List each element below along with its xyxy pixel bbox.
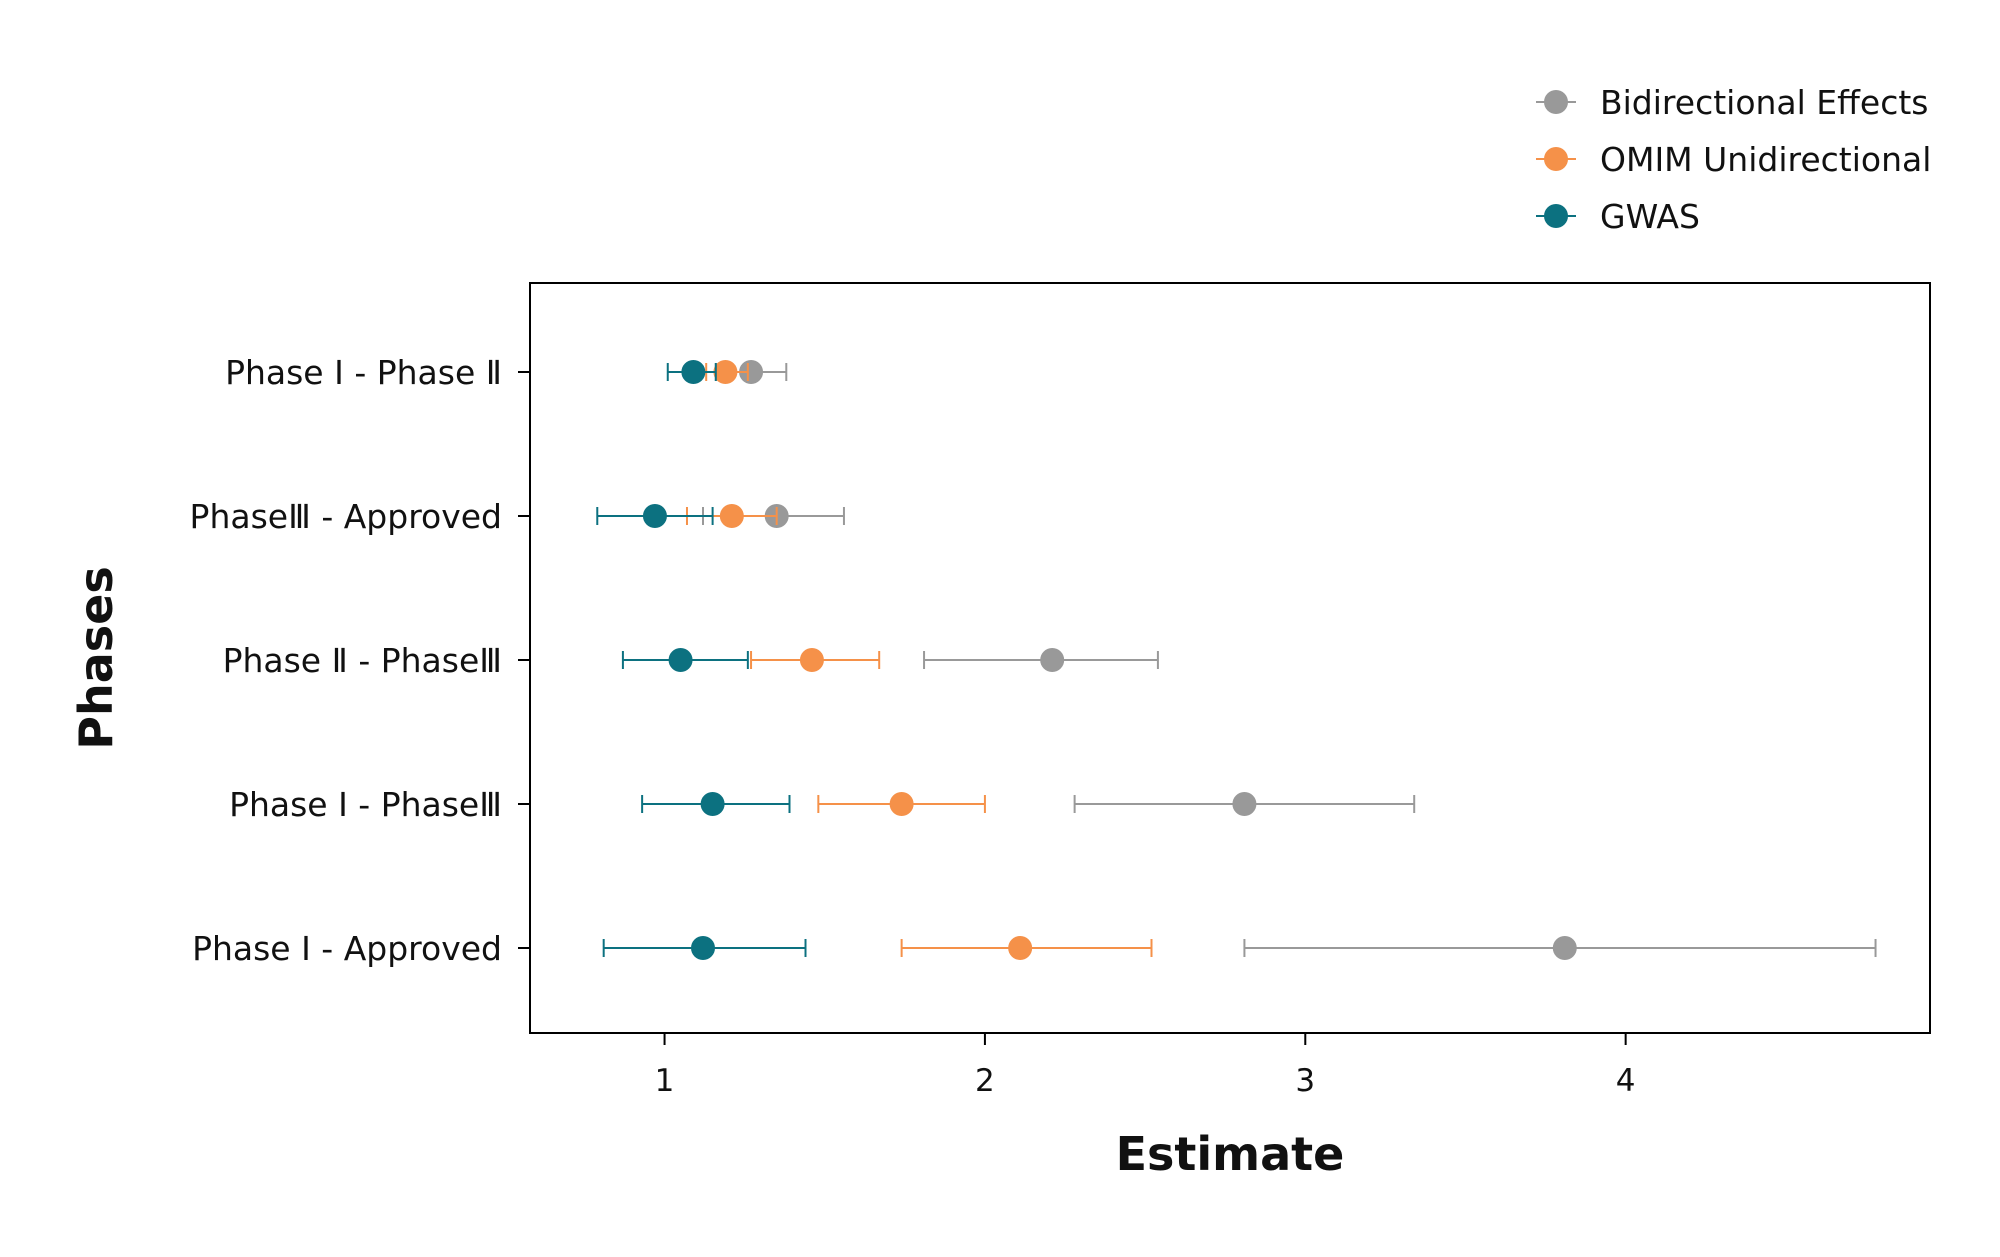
x-tick-label: 2 <box>975 1063 995 1099</box>
legend: Bidirectional Effects OMIM Unidirectional… <box>1536 83 1931 236</box>
y-tick-label: PhaseⅢ - Approved <box>190 497 502 536</box>
y-tick-label: Phase Ⅰ - Approved <box>192 929 502 968</box>
x-axis: 1 2 3 4 <box>655 1033 1636 1099</box>
data-marks <box>596 360 1877 960</box>
estimate-point <box>889 792 914 816</box>
y-tick-label: Phase Ⅰ - Phase Ⅱ <box>225 353 502 392</box>
estimate-point <box>700 792 725 816</box>
x-axis-title: Estimate <box>1116 1127 1345 1181</box>
x-tick-label: 1 <box>655 1063 675 1099</box>
estimate-point <box>1008 936 1033 960</box>
estimate-point <box>739 360 764 384</box>
estimate-point <box>1232 792 1257 816</box>
estimate-point <box>668 648 693 672</box>
legend-label: OMIM Unidirectional <box>1600 140 1931 179</box>
legend-swatch-marker <box>1544 90 1568 114</box>
estimate-point <box>681 360 706 384</box>
y-axis-title: Phases <box>69 566 123 749</box>
estimate-point <box>1040 648 1065 672</box>
estimate-point <box>713 360 738 384</box>
estimate-point <box>642 504 667 528</box>
x-tick-label: 4 <box>1616 1063 1636 1099</box>
estimate-point <box>719 504 744 528</box>
legend-swatch-marker <box>1544 147 1568 171</box>
legend-label: GWAS <box>1600 197 1700 236</box>
plot-frame <box>529 282 1931 1034</box>
series-group <box>685 360 1153 960</box>
estimate-point <box>799 648 824 672</box>
y-axis: Phase Ⅰ - Phase Ⅱ PhaseⅢ - Approved Phase … <box>190 353 530 968</box>
estimate-point <box>1552 936 1577 960</box>
x-tick-label: 3 <box>1295 1063 1315 1099</box>
y-tick-label: Phase Ⅰ - PhaseⅢ <box>229 785 502 824</box>
legend-label: Bidirectional Effects <box>1600 83 1928 122</box>
series-group <box>596 360 807 960</box>
y-tick-label: Phase Ⅱ - PhaseⅢ <box>223 641 502 680</box>
legend-swatch-marker <box>1544 204 1568 228</box>
estimate-point <box>690 936 715 960</box>
